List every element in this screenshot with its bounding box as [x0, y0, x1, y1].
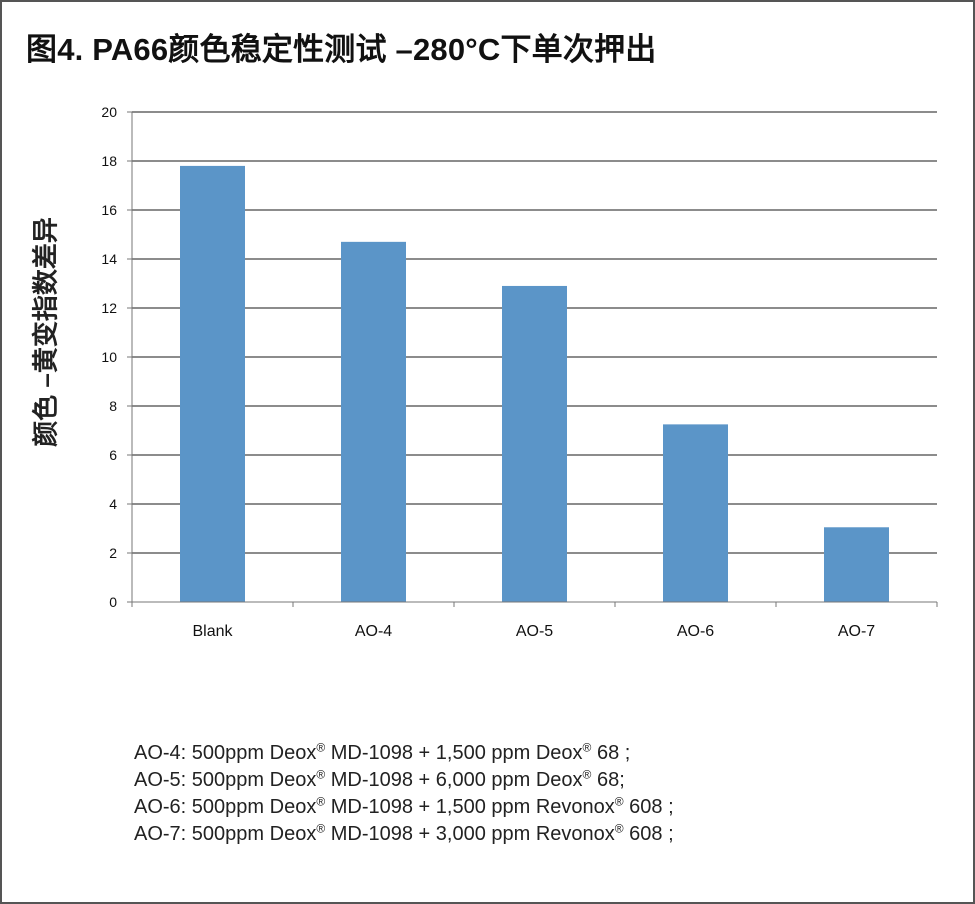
registered-mark: ®	[582, 740, 592, 755]
note-text: AO-6: 500ppm Deox	[134, 796, 317, 818]
registered-mark: ®	[582, 767, 592, 782]
bar-ao-7	[824, 527, 889, 602]
registered-mark: ®	[316, 794, 326, 809]
y-tick-label: 4	[109, 496, 117, 512]
bars	[180, 165, 889, 602]
y-tick-label: 20	[101, 104, 117, 120]
registered-mark: ®	[614, 794, 624, 809]
notes: AO-4: 500ppm Deox® MD-1098 + 1,500 ppm D…	[134, 740, 674, 848]
note-ao-6: AO-6: 500ppm Deox® MD-1098 + 1,500 ppm R…	[134, 794, 674, 821]
note-text: AO-4: 500ppm Deox	[134, 742, 317, 764]
chart-title: 图4. PA66颜色稳定性测试 –280°C下单次押出	[26, 32, 657, 67]
y-tick-label: 10	[101, 349, 117, 365]
x-axis-labels: Blank AO-4 AO-5 AO-6 AO-7	[192, 623, 875, 640]
registered-mark: ®	[614, 821, 624, 836]
note-text: 608 ;	[623, 796, 674, 818]
x-tick-label: Blank	[192, 623, 233, 640]
note-ao-7: AO-7: 500ppm Deox® MD-1098 + 3,000 ppm R…	[134, 821, 674, 848]
registered-mark: ®	[316, 767, 326, 782]
axes	[131, 112, 938, 607]
note-ao-4: AO-4: 500ppm Deox® MD-1098 + 1,500 ppm D…	[134, 740, 674, 767]
bar-blank	[180, 165, 245, 602]
note-ao-5: AO-5: 500ppm Deox® MD-1098 + 6,000 ppm D…	[134, 767, 674, 794]
y-axis-ticks: 0 2 4 6 8 10 12 14 16 18 20	[101, 104, 132, 610]
x-tick-label: AO-7	[838, 623, 875, 640]
bar-ao-5	[502, 285, 567, 602]
note-text: MD-1098 + 3,000 ppm Revonox	[325, 823, 615, 845]
y-tick-label: 0	[109, 594, 117, 610]
y-tick-label: 18	[101, 153, 117, 169]
note-text: 68 ;	[591, 742, 631, 764]
bar-ao-6	[663, 424, 728, 602]
note-text: MD-1098 + 1,500 ppm Revonox	[325, 796, 615, 818]
note-text: MD-1098 + 6,000 ppm Deox	[325, 769, 583, 791]
note-text: AO-7: 500ppm Deox	[134, 823, 317, 845]
y-tick-label: 14	[101, 251, 117, 267]
y-tick-label: 16	[101, 202, 117, 218]
note-text: 68;	[591, 769, 625, 791]
y-tick-label: 8	[109, 398, 117, 414]
x-tick-label: AO-6	[677, 623, 714, 640]
y-tick-label: 2	[109, 545, 117, 561]
x-tick-label: AO-4	[355, 623, 392, 640]
registered-mark: ®	[316, 821, 326, 836]
note-text: MD-1098 + 1,500 ppm Deox	[325, 742, 583, 764]
note-text: AO-5: 500ppm Deox	[134, 769, 317, 791]
note-text: 608 ;	[623, 823, 674, 845]
registered-mark: ®	[316, 740, 326, 755]
y-tick-label: 12	[101, 300, 117, 316]
bar-ao-4	[341, 241, 406, 602]
x-tick-label: AO-5	[516, 623, 553, 640]
y-tick-label: 6	[109, 447, 117, 463]
